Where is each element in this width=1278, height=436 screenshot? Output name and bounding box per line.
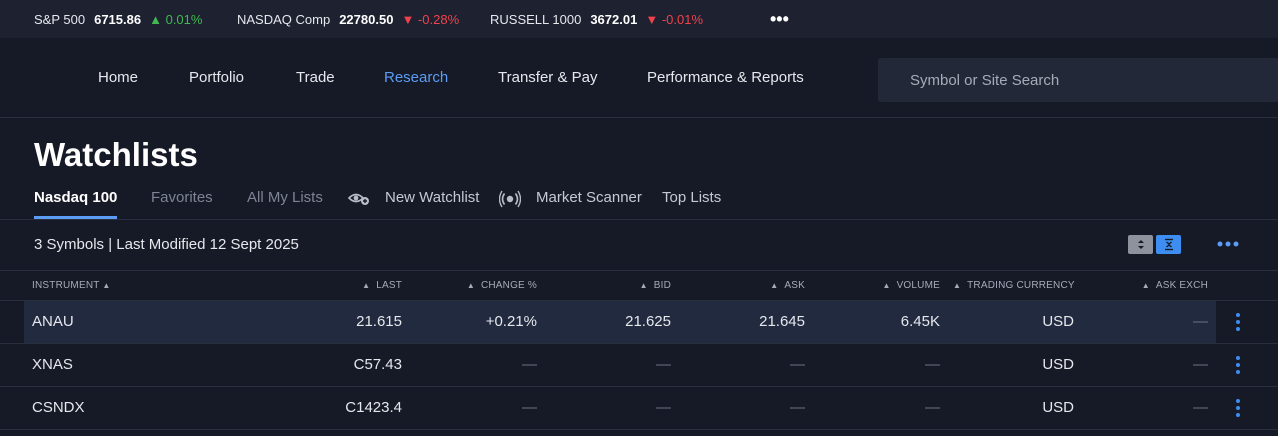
cell-currency: USD bbox=[1042, 313, 1074, 330]
cell-currency: USD bbox=[1042, 399, 1074, 416]
sort-arrow-icon: ▲ bbox=[466, 281, 475, 290]
ticker-more-icon[interactable]: ••• bbox=[770, 9, 789, 29]
sort-toggle-button[interactable] bbox=[1128, 235, 1153, 254]
nav-portfolio[interactable]: Portfolio bbox=[189, 69, 245, 86]
nav-transfer-pay[interactable]: Transfer & Pay bbox=[498, 69, 598, 86]
cell-ask-exch: — bbox=[1193, 399, 1208, 416]
tab-all-my-lists[interactable]: All My Lists bbox=[247, 189, 323, 206]
tab-favorites[interactable]: Favorites bbox=[151, 189, 213, 206]
ticker-bar: S&P 500 6715.86 ▲ 0.01% NASDAQ Comp 2278… bbox=[0, 0, 1278, 38]
cell-change: — bbox=[522, 399, 537, 416]
header-label: ASK bbox=[784, 280, 805, 291]
cell-volume: — bbox=[925, 399, 940, 416]
collapse-icon bbox=[1164, 238, 1173, 251]
cell-volume: — bbox=[925, 356, 940, 373]
cell-ask: 21.645 bbox=[759, 313, 805, 330]
more-horizontal-icon[interactable] bbox=[1216, 232, 1240, 256]
cell-ask-exch: — bbox=[1193, 313, 1208, 330]
header-label: VOLUME bbox=[896, 280, 940, 291]
ticker-change: ▼ -0.28% bbox=[401, 12, 459, 27]
cell-bid: — bbox=[656, 399, 671, 416]
ticker-change-value: -0.28% bbox=[417, 11, 460, 27]
sort-arrow-icon: ▲ bbox=[953, 281, 962, 290]
cell-last: C57.43 bbox=[353, 356, 402, 373]
cell-last: 21.615 bbox=[356, 313, 402, 330]
ticker-change: ▲ 0.01% bbox=[149, 12, 202, 27]
header-label: CHANGE % bbox=[480, 280, 537, 291]
sort-arrow-icon: ▲ bbox=[362, 281, 371, 290]
top-lists-link[interactable]: Top Lists bbox=[662, 189, 722, 206]
market-scanner-link[interactable]: Market Scanner bbox=[536, 189, 642, 206]
main-nav: Home Portfolio Trade Research Transfer &… bbox=[0, 38, 1278, 118]
cell-bid: 21.625 bbox=[625, 313, 671, 330]
cell-ask: — bbox=[790, 356, 805, 373]
cell-instrument[interactable]: XNAS bbox=[32, 356, 73, 373]
radar-icon[interactable] bbox=[499, 189, 521, 209]
header-trading-currency[interactable]: ▲ TRADING CURRENCY bbox=[953, 271, 1075, 301]
header-ask[interactable]: ▲ ASK bbox=[705, 271, 805, 301]
header-instrument[interactable]: INSTRUMENT ▲ bbox=[32, 271, 110, 301]
down-arrow-icon: ▼ bbox=[645, 11, 659, 27]
header-bid[interactable]: ▲ BID bbox=[571, 271, 671, 301]
ticker-change-value: 0.01% bbox=[165, 11, 203, 27]
ticker-change: ▼ -0.01% bbox=[645, 12, 703, 27]
down-arrow-icon: ▼ bbox=[401, 11, 415, 27]
ticker-value: 3672.01 bbox=[590, 11, 638, 27]
ticker-name: S&P 500 bbox=[34, 11, 86, 27]
sort-arrow-icon: ▲ bbox=[639, 281, 648, 290]
header-label: TRADING CURRENCY bbox=[967, 280, 1075, 291]
header-label: LAST bbox=[376, 280, 402, 291]
ticker-name: NASDAQ Comp bbox=[237, 11, 331, 27]
table-row[interactable]: CSNDX C1423.4 — — — — USD — bbox=[0, 387, 1278, 430]
ticker-value: 6715.86 bbox=[94, 11, 142, 27]
page-title: Watchlists bbox=[34, 136, 198, 173]
sort-arrow-icon: ▲ bbox=[102, 281, 111, 290]
ticker-nasdaq[interactable]: NASDAQ Comp 22780.50 ▼ -0.28% bbox=[237, 0, 459, 38]
nav-home[interactable]: Home bbox=[98, 69, 139, 86]
ticker-sp500[interactable]: S&P 500 6715.86 ▲ 0.01% bbox=[34, 0, 202, 38]
cell-bid: — bbox=[656, 356, 671, 373]
cell-volume: 6.45K bbox=[900, 313, 940, 330]
nav-performance-reports[interactable]: Performance & Reports bbox=[647, 69, 804, 86]
header-ask-exch[interactable]: ▲ ASK EXCH bbox=[1100, 271, 1208, 301]
cell-change: +0.21% bbox=[485, 313, 537, 330]
ticker-change-value: -0.01% bbox=[661, 11, 704, 27]
sort-arrow-icon: ▲ bbox=[882, 281, 891, 290]
cell-change: — bbox=[522, 356, 537, 373]
header-label: BID bbox=[653, 280, 671, 291]
sort-arrow-icon: ▲ bbox=[770, 281, 779, 290]
collapse-toggle-button[interactable] bbox=[1156, 235, 1181, 254]
cell-instrument[interactable]: ANAU bbox=[32, 313, 74, 330]
watchlist-summary: 3 Symbols | Last Modified 12 Sept 2025 bbox=[34, 236, 299, 253]
tab-nasdaq-100[interactable]: Nasdaq 100 bbox=[34, 180, 118, 220]
cell-last: C1423.4 bbox=[345, 399, 402, 416]
new-watchlist-link[interactable]: New Watchlist bbox=[385, 189, 480, 206]
more-vertical-icon[interactable] bbox=[1230, 355, 1246, 375]
cell-currency: USD bbox=[1042, 356, 1074, 373]
table-row[interactable]: ANAU 21.615 +0.21% 21.625 21.645 6.45K U… bbox=[0, 301, 1278, 344]
sort-icon bbox=[1137, 240, 1144, 249]
header-label: ASK EXCH bbox=[1155, 280, 1208, 291]
header-change[interactable]: ▲ CHANGE % bbox=[437, 271, 537, 301]
more-vertical-icon[interactable] bbox=[1230, 398, 1246, 418]
watchlist-tabs: Nasdaq 100 Favorites All My Lists New Wa… bbox=[0, 180, 1278, 220]
header-volume[interactable]: ▲ VOLUME bbox=[840, 271, 940, 301]
ticker-name: RUSSELL 1000 bbox=[490, 11, 582, 27]
sort-arrow-icon: ▲ bbox=[1141, 281, 1150, 290]
cell-ask-exch: — bbox=[1193, 356, 1208, 373]
eye-plus-icon[interactable] bbox=[348, 189, 370, 209]
ticker-russell[interactable]: RUSSELL 1000 3672.01 ▼ -0.01% bbox=[490, 0, 703, 38]
header-label: INSTRUMENT bbox=[32, 280, 100, 291]
table-header: INSTRUMENT ▲ ▲ LAST ▲ CHANGE % ▲ BID ▲ A… bbox=[0, 270, 1278, 301]
table-row[interactable]: XNAS C57.43 — — — — USD — bbox=[0, 344, 1278, 387]
search-input[interactable] bbox=[878, 58, 1278, 102]
up-arrow-icon: ▲ bbox=[149, 11, 162, 27]
ticker-value: 22780.50 bbox=[339, 11, 394, 27]
cell-instrument[interactable]: CSNDX bbox=[32, 399, 85, 416]
cell-ask: — bbox=[790, 399, 805, 416]
more-vertical-icon[interactable] bbox=[1230, 312, 1246, 332]
nav-trade[interactable]: Trade bbox=[296, 69, 335, 86]
header-last[interactable]: ▲ LAST bbox=[300, 271, 402, 301]
nav-research[interactable]: Research bbox=[384, 69, 449, 86]
